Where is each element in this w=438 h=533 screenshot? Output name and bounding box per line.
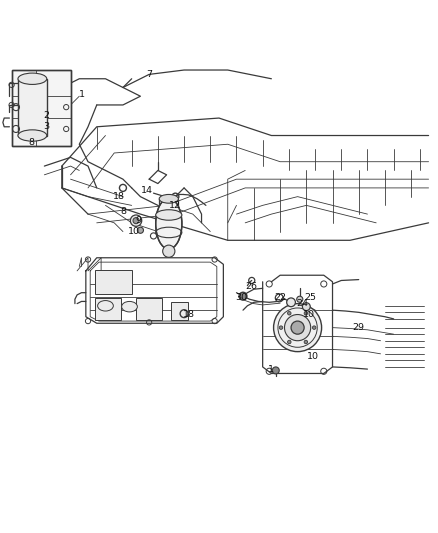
Text: 1: 1 bbox=[268, 365, 274, 374]
Circle shape bbox=[288, 311, 291, 315]
Circle shape bbox=[239, 292, 247, 300]
Circle shape bbox=[162, 245, 175, 257]
Circle shape bbox=[133, 217, 139, 224]
Circle shape bbox=[304, 311, 307, 315]
Ellipse shape bbox=[18, 130, 47, 141]
Text: 9: 9 bbox=[135, 216, 141, 225]
Circle shape bbox=[131, 215, 142, 227]
Circle shape bbox=[287, 298, 295, 306]
Circle shape bbox=[274, 304, 321, 352]
Ellipse shape bbox=[155, 210, 182, 220]
Bar bbox=[95, 270, 132, 294]
Text: 8: 8 bbox=[28, 138, 34, 147]
Bar bbox=[18, 79, 46, 135]
Circle shape bbox=[291, 321, 304, 334]
Bar bbox=[12, 70, 71, 147]
Text: 10: 10 bbox=[307, 351, 319, 360]
Text: 25: 25 bbox=[305, 293, 317, 302]
Circle shape bbox=[285, 314, 311, 341]
Text: 22: 22 bbox=[274, 293, 286, 302]
Circle shape bbox=[279, 326, 283, 329]
Bar bbox=[12, 70, 71, 147]
Circle shape bbox=[312, 326, 316, 329]
Text: 29: 29 bbox=[353, 323, 365, 332]
Text: 10: 10 bbox=[303, 310, 314, 319]
Text: 1: 1 bbox=[78, 90, 85, 99]
Bar bbox=[171, 302, 188, 320]
Ellipse shape bbox=[159, 195, 178, 203]
Ellipse shape bbox=[122, 302, 138, 312]
Ellipse shape bbox=[155, 198, 182, 249]
Circle shape bbox=[302, 303, 310, 311]
Text: 2: 2 bbox=[43, 111, 49, 120]
Text: 7: 7 bbox=[146, 70, 152, 79]
Circle shape bbox=[297, 296, 303, 302]
Text: 26: 26 bbox=[246, 281, 258, 290]
Ellipse shape bbox=[18, 73, 47, 84]
Circle shape bbox=[288, 340, 291, 344]
Circle shape bbox=[138, 227, 144, 233]
Text: 24: 24 bbox=[296, 299, 308, 308]
Text: 12: 12 bbox=[170, 201, 181, 210]
Circle shape bbox=[272, 367, 279, 374]
Text: 8: 8 bbox=[120, 207, 126, 216]
Text: 18: 18 bbox=[183, 310, 194, 319]
Bar bbox=[95, 298, 121, 320]
Text: 10: 10 bbox=[128, 227, 140, 236]
Text: 14: 14 bbox=[141, 185, 153, 195]
Bar bbox=[136, 298, 162, 320]
Circle shape bbox=[304, 340, 307, 344]
Ellipse shape bbox=[98, 301, 113, 311]
Text: 18: 18 bbox=[113, 192, 124, 201]
Text: 3: 3 bbox=[43, 122, 49, 131]
Text: 30: 30 bbox=[235, 293, 247, 302]
